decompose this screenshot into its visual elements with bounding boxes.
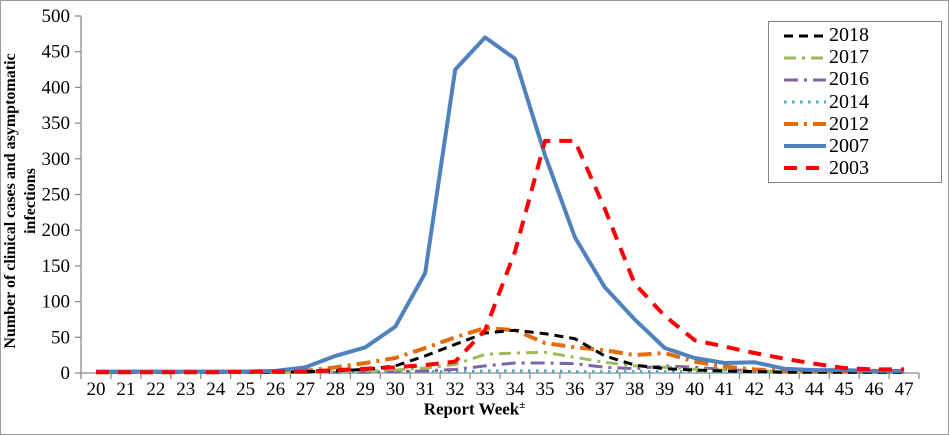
legend-label-2012: 2012 bbox=[829, 112, 869, 135]
legend-line-sample-2018 bbox=[784, 34, 826, 38]
x-axis-title-footnote-mark: ± bbox=[519, 399, 526, 411]
x-tick-label: 25 bbox=[236, 379, 255, 400]
y-tick-label: 300 bbox=[42, 149, 71, 170]
y-axis-title: Number of clinical cases and asymptomati… bbox=[1, 11, 45, 391]
x-tick-label: 45 bbox=[835, 379, 854, 400]
legend-label-2016: 2016 bbox=[829, 68, 869, 91]
x-tick-label: 46 bbox=[865, 379, 884, 400]
y-tick-label: 150 bbox=[42, 256, 71, 277]
series-line-2018 bbox=[96, 328, 905, 374]
x-tick-label: 21 bbox=[116, 379, 135, 400]
y-axis-title-line2: infections bbox=[22, 168, 39, 234]
x-tick-label: 29 bbox=[356, 379, 375, 400]
x-tick-label: 44 bbox=[805, 379, 825, 400]
legend-item-2012: 2012 bbox=[783, 112, 941, 135]
legend-label-2017: 2017 bbox=[829, 46, 869, 69]
x-tick-label: 34 bbox=[506, 379, 526, 400]
x-tick-label: 27 bbox=[296, 379, 315, 400]
x-tick-label: 41 bbox=[715, 379, 734, 400]
series-line-2017 bbox=[96, 350, 905, 374]
legend-line-sample-2016 bbox=[784, 78, 826, 82]
legend-item-2017: 2017 bbox=[783, 46, 941, 69]
legend-line-sample-2017 bbox=[784, 56, 826, 60]
chart-legend: 2018 2017 2016 2014 2012 2007 2003 bbox=[768, 21, 942, 183]
y-tick-label: 0 bbox=[61, 363, 71, 384]
x-tick-label: 37 bbox=[595, 379, 614, 400]
series-line-2012 bbox=[96, 326, 905, 374]
x-tick-label: 47 bbox=[895, 379, 914, 400]
y-tick-label: 500 bbox=[42, 6, 71, 27]
y-tick-label: 50 bbox=[51, 327, 70, 348]
legend-label-2003: 2003 bbox=[829, 156, 869, 179]
x-tick-label: 28 bbox=[326, 379, 345, 400]
x-tick-label: 26 bbox=[266, 379, 285, 400]
x-tick-label: 23 bbox=[176, 379, 195, 400]
x-tick-label: 33 bbox=[476, 379, 495, 400]
y-axis-title-line1: Number of clinical cases and asymptomati… bbox=[2, 53, 19, 349]
legend-line-sample-2012 bbox=[784, 122, 826, 127]
x-tick-label: 35 bbox=[535, 379, 554, 400]
legend-item-2003: 2003 bbox=[783, 156, 941, 179]
y-tick-label: 100 bbox=[42, 292, 71, 313]
x-tick-label: 38 bbox=[625, 379, 644, 400]
x-tick-label: 24 bbox=[206, 379, 226, 400]
legend-line-sample-2014 bbox=[784, 100, 826, 104]
y-tick-label: 400 bbox=[42, 77, 71, 98]
y-tick-label: 250 bbox=[42, 185, 71, 206]
legend-item-2016: 2016 bbox=[783, 68, 941, 91]
x-axis-title-text: Report Week bbox=[423, 399, 520, 419]
x-tick-label: 43 bbox=[775, 379, 794, 400]
legend-label-2014: 2014 bbox=[829, 90, 869, 113]
legend-line-sample-2007 bbox=[784, 144, 826, 149]
legend-label-2007: 2007 bbox=[829, 134, 869, 157]
legend-item-2014: 2014 bbox=[783, 90, 941, 113]
x-tick-label: 36 bbox=[565, 379, 584, 400]
y-tick-label: 450 bbox=[42, 42, 71, 63]
x-tick-label: 42 bbox=[745, 379, 764, 400]
x-tick-label: 22 bbox=[146, 379, 165, 400]
legend-label-2018: 2018 bbox=[829, 24, 869, 47]
x-tick-label: 31 bbox=[416, 379, 435, 400]
y-tick-label: 350 bbox=[42, 113, 71, 134]
x-tick-label: 39 bbox=[655, 379, 674, 400]
x-tick-label: 40 bbox=[685, 379, 704, 400]
x-tick-label: 30 bbox=[386, 379, 405, 400]
x-axis-title: Report Week± bbox=[1, 399, 948, 420]
legend-item-2018: 2018 bbox=[783, 24, 941, 47]
x-tick-label: 20 bbox=[87, 379, 106, 400]
legend-line-sample-2003 bbox=[784, 166, 826, 171]
series-line-2003 bbox=[96, 138, 905, 375]
y-tick-label: 200 bbox=[42, 220, 71, 241]
x-tick-label: 32 bbox=[446, 379, 465, 400]
legend-item-2007: 2007 bbox=[783, 134, 941, 157]
